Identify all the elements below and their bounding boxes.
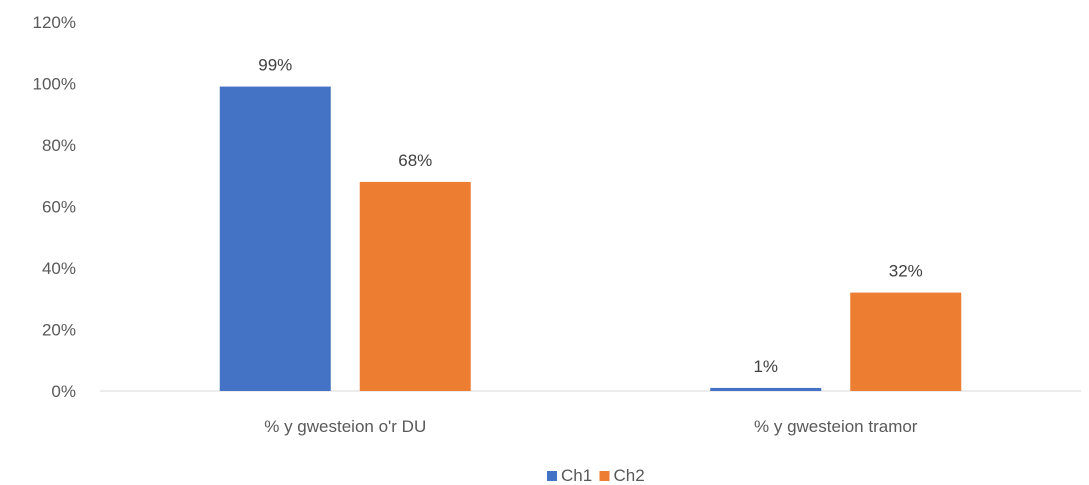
- data-label: 99%: [258, 56, 292, 75]
- y-tick-label: 100%: [33, 75, 76, 94]
- legend-label-ch1: Ch1: [561, 466, 592, 485]
- legend: Ch1 Ch2: [547, 466, 645, 485]
- y-tick-label: 20%: [42, 321, 76, 340]
- data-label: 32%: [889, 262, 923, 281]
- x-category-label: % y gwesteion tramor: [754, 417, 918, 436]
- bar-ch2-2: [850, 292, 962, 391]
- bar-ch1-2: [710, 387, 822, 391]
- x-axis: % y gwesteion o'r DU % y gwesteion tramor: [100, 390, 1081, 436]
- data-labels: 99% 68% 1% 32%: [258, 56, 923, 376]
- bar-ch2-1: [359, 181, 471, 391]
- bars: [219, 86, 962, 391]
- legend-swatch-ch1: [547, 471, 557, 481]
- data-label: 68%: [398, 151, 432, 170]
- data-label: 1%: [753, 357, 778, 376]
- legend-swatch-ch2: [599, 471, 610, 481]
- x-category-label: % y gwesteion o'r DU: [264, 417, 426, 436]
- y-tick-label: 0%: [51, 382, 76, 401]
- y-tick-label: 120%: [33, 13, 76, 32]
- y-tick-label: 40%: [42, 259, 76, 278]
- y-axis: 0% 20% 40% 60% 80% 100% 120%: [33, 13, 76, 401]
- y-tick-label: 80%: [42, 136, 76, 155]
- bar-ch1-1: [219, 86, 331, 391]
- legend-label-ch2: Ch2: [614, 466, 645, 485]
- y-tick-label: 60%: [42, 198, 76, 217]
